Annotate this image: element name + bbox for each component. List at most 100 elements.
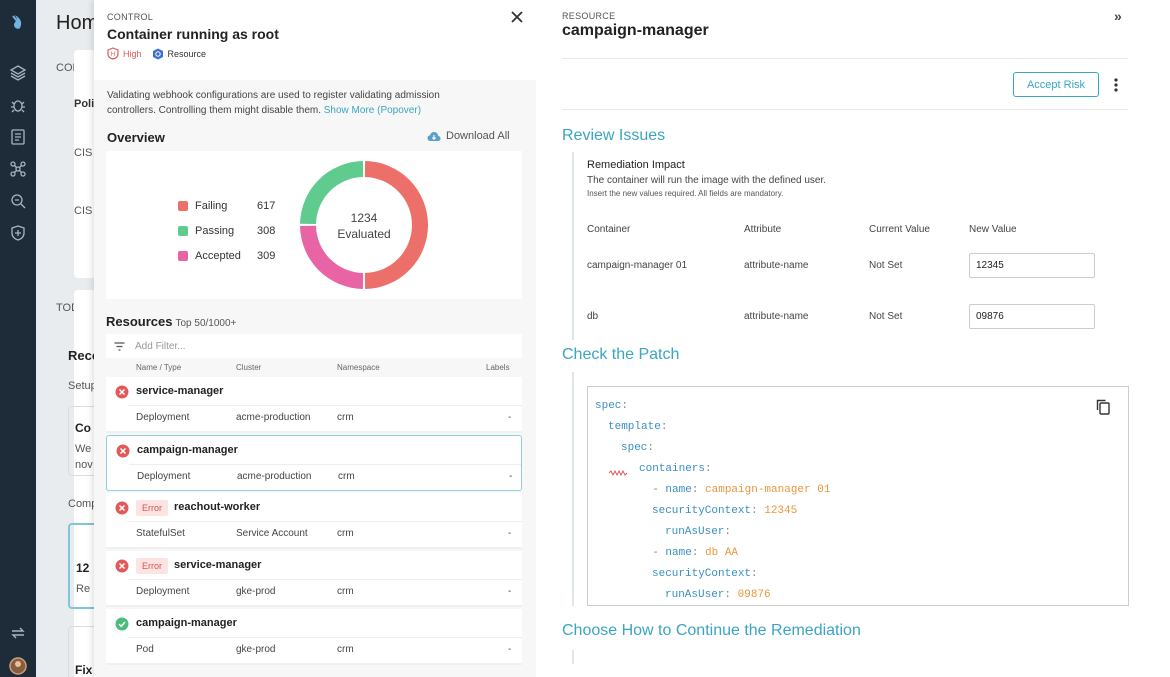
resource-kicker: RESOURCE [562,11,616,21]
divider [562,58,1128,59]
sync-icon[interactable] [8,623,28,643]
cis-row: CIS [74,205,93,217]
legend-accepted: Accepted 309 [178,243,275,268]
resource-cluster: acme-production [236,412,311,423]
passed-status-icon [115,617,129,631]
close-icon[interactable] [508,8,526,26]
kubernetes-icon [152,48,163,59]
current-value: Not Set [869,260,903,271]
step-line [572,152,574,340]
col-labels: Labels [486,363,510,372]
filter-icon [114,341,125,351]
failed-status-icon [115,559,129,573]
control-description: Validating webhook configurations are us… [107,90,440,116]
col-cluster: Cluster [236,363,262,372]
setup-label: Setup [68,380,97,392]
container-name: campaign-manager 01 [587,260,688,271]
cloud-download-icon [427,131,441,141]
more-options-icon[interactable] [1111,76,1121,94]
col-new-value: New Value [969,224,1017,235]
failed-status-icon [115,385,129,399]
resource-title: campaign-manager [562,22,709,39]
remediation-impact-desc: The container will run the image with th… [587,175,827,186]
table-row[interactable]: service-manager Deployment acme-producti… [106,377,522,433]
resources-title: Resources Top 50/1000+ [106,314,237,329]
resource-name: campaign-manager [137,444,238,456]
table-row[interactable]: campaign-manager Pod gke-prod crm - [106,609,522,665]
resource-namespace: crm [338,471,355,482]
control-panel: CONTROL Container running as root H High… [94,0,536,677]
resource-name: reachout-worker [174,501,261,513]
resource-labels: - [508,644,512,655]
resource-labels: - [508,412,512,423]
resource-cluster: gke-prod [236,586,276,597]
layers-icon[interactable] [8,63,28,83]
new-value-input[interactable] [969,253,1095,278]
resource-type: Deployment [136,412,190,423]
table-row[interactable]: Error service-manager Deployment gke-pro… [106,551,522,607]
resource-name: service-manager [136,385,224,397]
collapse-panel-icon[interactable]: » [1114,8,1122,24]
col-current-value: Current Value [869,224,930,235]
resource-cluster: gke-prod [236,644,276,655]
new-value-input[interactable] [969,304,1095,329]
resource-namespace: crm [337,586,354,597]
col-attribute: Attribute [744,224,782,235]
resource-type-badge: Resource [152,48,206,60]
failed-status-icon [115,501,129,515]
remediation-impact-note: Insert the new values required. All fiel… [587,189,784,198]
accept-risk-button[interactable]: Accept Risk [1013,72,1099,97]
resource-type: StatefulSet [136,528,185,539]
download-all-button[interactable]: Download All [427,130,510,142]
warning-underline-icon [609,470,627,476]
attribute-name: attribute-name [744,260,809,271]
donut-slice-passing [300,161,364,225]
resources-count: Top 50/1000+ [175,318,237,329]
search-scan-icon[interactable] [8,191,28,211]
patch-code-block: spec: template: spec: containers: - name… [587,386,1129,606]
step-line [572,650,574,664]
network-icon[interactable] [8,159,28,179]
legend-passing: Passing 308 [178,218,275,243]
shield-icon[interactable] [8,223,28,243]
remediation-impact-title: Remediation Impact [587,159,685,171]
severity-badge: H High [107,47,142,60]
resource-type: Deployment [137,471,191,482]
report-icon[interactable] [8,127,28,147]
resource-namespace: crm [337,644,354,655]
table-row[interactable]: campaign-manager Deployment acme-product… [106,435,522,491]
resource-cluster: acme-production [237,471,312,482]
error-badge: Error [136,558,168,574]
show-more-link[interactable]: Show More (Popover) [323,105,422,116]
copy-icon[interactable] [1096,399,1110,415]
control-kicker: CONTROL [107,12,154,22]
resource-namespace: crm [337,412,354,423]
evaluation-donut-chart: 1234 Evaluated [300,161,429,289]
error-badge: Error [136,500,168,516]
resource-name: campaign-manager [136,617,237,629]
filter-input[interactable]: Add Filter... [106,334,522,358]
check-patch-title: Check the Patch [562,346,680,363]
review-issues-title: Review Issues [562,127,666,144]
compliance-todo-label: Comp [68,498,98,510]
resource-cluster: Service Account [236,528,308,539]
resource-type: Pod [136,644,154,655]
resource-labels: - [508,586,512,597]
policy-col: Polic [74,98,101,110]
control-badges: H High Resource [107,47,216,60]
table-row[interactable]: Error reachout-worker StatefulSet Servic… [106,493,522,549]
logo-icon[interactable] [8,12,28,32]
donut-total: 1234 [351,211,378,225]
avatar[interactable] [8,656,28,676]
donut-slice-accepted [300,225,364,289]
cis-row: CIS / [74,147,99,159]
donut-legend: Failing 617 Passing 308 Accepted 309 [178,193,275,268]
divider [562,109,1128,110]
bug-icon[interactable] [8,95,28,115]
control-header: CONTROL Container running as root H High… [94,0,536,80]
step-line [572,372,574,606]
overview-card: Failing 617 Passing 308 Accepted 309 1234 E… [106,151,522,299]
resource-name: service-manager [174,559,262,571]
recommendations-title: Reco [68,348,100,363]
resource-labels: - [508,528,512,539]
